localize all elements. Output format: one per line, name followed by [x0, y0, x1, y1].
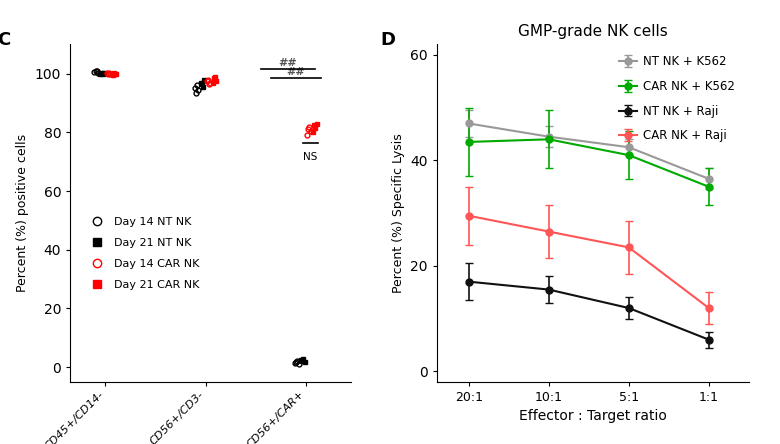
Text: C: C: [0, 31, 10, 49]
Text: ##: ##: [278, 58, 297, 68]
Legend: NT NK + K562, CAR NK + K562, NT NK + Raji, CAR NK + Raji: NT NK + K562, CAR NK + K562, NT NK + Raj…: [615, 50, 739, 147]
X-axis label: Effector : Target ratio: Effector : Target ratio: [519, 409, 667, 424]
Title: GMP-grade NK cells: GMP-grade NK cells: [518, 24, 668, 39]
Legend: Day 14 NT NK, Day 21 NT NK, Day 14 CAR NK, Day 21 CAR NK: Day 14 NT NK, Day 21 NT NK, Day 14 CAR N…: [81, 213, 204, 295]
Text: ##: ##: [286, 67, 305, 77]
Text: NS: NS: [303, 151, 317, 162]
Y-axis label: Percent (%) Specific Lysis: Percent (%) Specific Lysis: [392, 133, 405, 293]
Text: D: D: [381, 31, 395, 49]
Y-axis label: Percent (%) positive cells: Percent (%) positive cells: [16, 134, 29, 292]
